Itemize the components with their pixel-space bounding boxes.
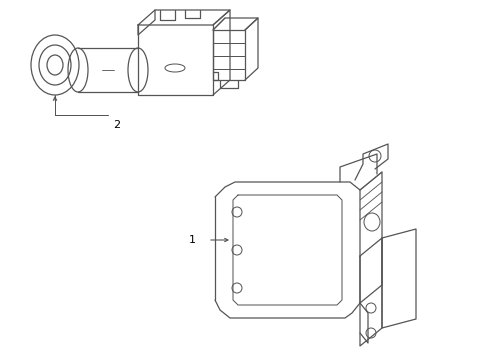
Text: 2: 2 bbox=[113, 120, 120, 130]
Text: 1: 1 bbox=[189, 235, 196, 245]
